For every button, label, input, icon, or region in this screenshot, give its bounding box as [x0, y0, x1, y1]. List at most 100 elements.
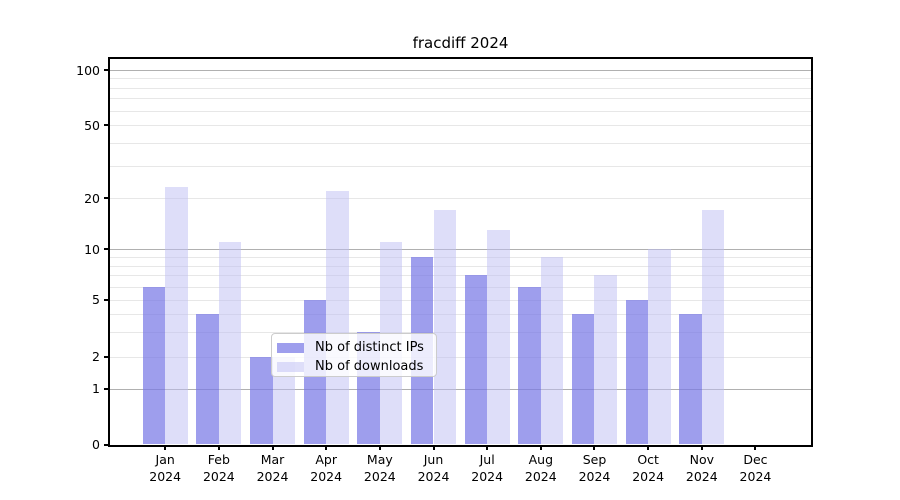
y-tick-label: 2: [92, 349, 100, 365]
y-tick-label: 1: [92, 381, 100, 397]
gridline-y-9: [110, 257, 811, 259]
x-tick-mark-sep: [593, 445, 596, 450]
gridline-y-80: [110, 87, 811, 89]
x-tick-month: Jan: [155, 452, 175, 467]
gridline-y-1: [110, 388, 811, 390]
legend-swatch-distinct-ips: [277, 342, 304, 353]
legend-row-downloads: Nb of downloads: [277, 357, 436, 376]
gridline-y-7: [110, 275, 811, 277]
x-tick-year: 2024: [417, 469, 450, 484]
x-tick-month: May: [366, 452, 393, 467]
x-tick-month: Jul: [479, 452, 495, 467]
x-tick-label-jan: Jan 2024: [133, 451, 197, 485]
legend-label: Nb of distinct IPs: [315, 340, 424, 355]
y-tick-mark-10: [104, 248, 110, 251]
y-tick-mark-0: [104, 443, 110, 446]
bar-downloads-jul: [487, 230, 510, 445]
x-tick-mark-aug: [539, 445, 542, 450]
x-tick-label-may: May 2024: [348, 451, 412, 485]
gridline-y-30: [110, 165, 811, 167]
x-tick-year: 2024: [739, 469, 772, 484]
x-tick-label-nov: Nov 2024: [670, 451, 734, 485]
x-tick-year: 2024: [310, 469, 343, 484]
bar-downloads-jan: [165, 187, 188, 445]
x-tick-year: 2024: [202, 469, 235, 484]
bar-downloads-sep: [594, 275, 617, 445]
x-tick-mark-feb: [217, 445, 220, 450]
gridline-y-8: [110, 265, 811, 267]
x-tick-month: Feb: [207, 452, 230, 467]
x-tick-mark-mar: [271, 445, 274, 450]
bar-distinct-ips-oct: [625, 299, 649, 445]
y-tick-label: 100: [76, 62, 100, 78]
x-tick-month: Mar: [260, 452, 285, 467]
legend: Nb of distinct IPs Nb of downloads: [271, 333, 437, 377]
x-tick-label-aug: Aug 2024: [509, 451, 573, 485]
legend-swatch-downloads: [277, 361, 304, 372]
x-tick-label-feb: Feb 2024: [187, 451, 251, 485]
x-tick-mark-may: [378, 445, 381, 450]
x-tick-label-dec: Dec 2024: [723, 451, 787, 485]
x-tick-month: Apr: [315, 452, 337, 467]
legend-row-distinct-ips: Nb of distinct IPs: [277, 338, 436, 357]
gridline-y-4: [110, 313, 811, 315]
y-tick-mark-5: [104, 298, 110, 301]
y-tick-mark-100: [104, 69, 110, 71]
x-tick-mark-nov: [700, 445, 703, 450]
bar-downloads-apr: [326, 190, 349, 445]
bar-distinct-ips-feb: [196, 313, 219, 445]
x-tick-year: 2024: [256, 469, 289, 484]
gridline-y-20: [110, 198, 811, 200]
y-tick-label: 0: [92, 437, 100, 452]
x-tick-month: Nov: [689, 452, 714, 467]
x-tick-year: 2024: [149, 469, 182, 484]
y-tick-label: 20: [84, 190, 100, 206]
gridline-y-6: [110, 286, 811, 288]
x-tick-mark-dec: [754, 445, 757, 450]
bar-distinct-ips-mar: [250, 356, 273, 445]
bar-distinct-ips-aug: [518, 286, 541, 445]
x-tick-mark-apr: [325, 445, 328, 450]
gridline-y-2: [110, 356, 811, 358]
x-tick-year: 2024: [524, 469, 557, 484]
gridline-y-5: [110, 299, 811, 301]
bar-downloads-mar: [272, 356, 295, 445]
x-tick-mark-oct: [647, 445, 650, 450]
chart-title: fracdiff 2024: [412, 34, 509, 52]
bar-downloads-oct: [648, 249, 671, 445]
x-tick-label-oct: Oct 2024: [616, 451, 680, 485]
x-tick-year: 2024: [471, 469, 504, 484]
x-tick-month: Dec: [743, 452, 768, 467]
gridline-y-100: [110, 70, 811, 71]
x-tick-label-mar: Mar 2024: [241, 451, 305, 485]
x-tick-month: Jun: [423, 452, 444, 467]
bar-distinct-ips-jan: [142, 286, 166, 445]
bar-downloads-feb: [218, 242, 242, 445]
bars-layer: [110, 59, 811, 445]
x-tick-year: 2024: [632, 469, 665, 484]
bar-distinct-ips-sep: [572, 313, 595, 445]
y-tick-label: 5: [92, 292, 100, 308]
bar-distinct-ips-jul: [464, 275, 488, 445]
gridline-y-3: [110, 331, 811, 333]
gridline-y-60: [110, 110, 811, 112]
x-tick-year: 2024: [578, 469, 611, 484]
x-tick-label-jul: Jul 2024: [455, 451, 519, 485]
x-tick-year: 2024: [685, 469, 718, 484]
legend-label: Nb of downloads: [315, 359, 424, 374]
bar-distinct-ips-nov: [679, 313, 702, 445]
x-tick-mark-jun: [432, 445, 435, 450]
x-tick-label-jun: Jun 2024: [402, 451, 466, 485]
x-tick-mark-jul: [486, 445, 489, 450]
bar-downloads-aug: [540, 257, 564, 445]
y-tick-label: 10: [84, 241, 100, 257]
x-tick-month: Aug: [528, 452, 554, 467]
y-tick-mark-1: [104, 387, 110, 390]
gridline-y-70: [110, 98, 811, 100]
bar-downloads-nov: [701, 210, 725, 445]
gridline-y-90: [110, 78, 811, 80]
y-tick-mark-20: [104, 197, 110, 200]
gridlines-layer: [110, 59, 811, 445]
x-tick-mark-jan: [164, 445, 167, 450]
